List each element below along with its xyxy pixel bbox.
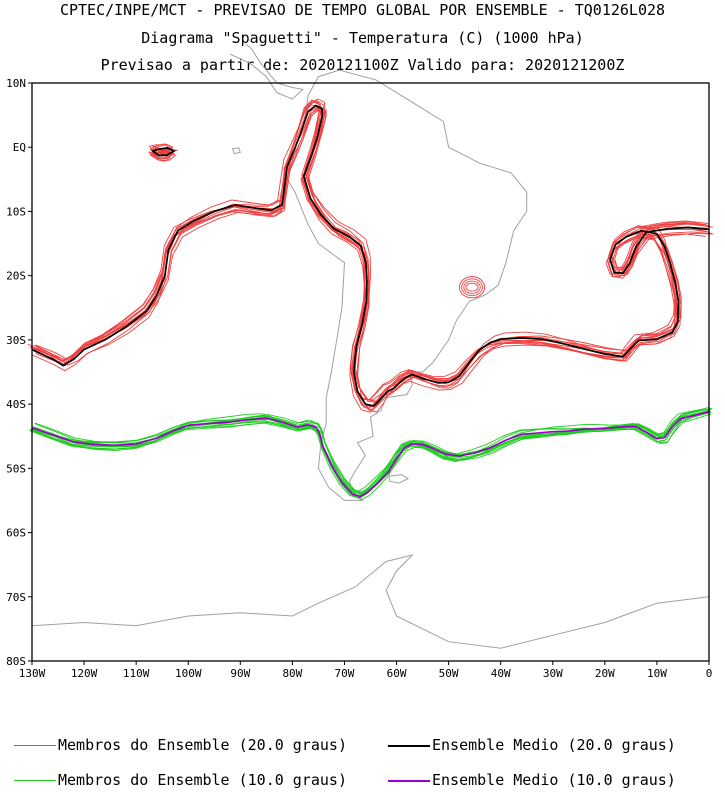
chart-subtitle: Diagrama "Spaguetti" - Temperatura (C) (… (141, 29, 584, 47)
legend-swatch-mean-10 (388, 780, 430, 782)
x-tick-label: 0 (706, 667, 713, 680)
chart-title: CPTEC/INPE/MCT - PREVISAO DE TEMPO GLOBA… (59, 1, 666, 19)
legend-members-20: Membros do Ensemble (20.0 graus) (58, 736, 347, 754)
member-line (34, 408, 713, 492)
member-contour-loop (458, 276, 486, 299)
y-tick-label: 10N (6, 77, 26, 90)
ensemble-means (31, 104, 710, 498)
x-tick-label: 30W (543, 667, 563, 680)
x-tick-label: 40W (491, 667, 511, 680)
south-america-coast (286, 69, 528, 501)
legend-swatch-members-20 (14, 745, 56, 746)
legend-swatch-mean-20 (388, 745, 430, 747)
x-tick-label: 20W (595, 667, 615, 680)
ensemble-mean-line (150, 147, 176, 157)
member-line (34, 408, 706, 493)
x-tick-label: 120W (71, 667, 98, 680)
y-tick-label: 40S (6, 398, 26, 411)
central-america-coast (229, 44, 304, 100)
ensemble-mean-line (31, 104, 710, 407)
legend-mean-10: Ensemble Medio (10.0 graus) (432, 771, 676, 789)
x-tick-label: 100W (175, 667, 202, 680)
y-tick-label: 30S (6, 334, 26, 347)
member-line (35, 410, 708, 496)
member-line (150, 150, 174, 160)
member-line (27, 104, 706, 409)
legend-mean-20: Ensemble Medio (20.0 graus) (432, 736, 676, 754)
legend-members-10: Membros do Ensemble (10.0 graus) (58, 771, 347, 789)
x-tick-label: 90W (230, 667, 250, 680)
galapagos-islands (231, 147, 241, 155)
y-tick-label: 80S (6, 655, 26, 668)
member-line (29, 408, 711, 494)
forecast-times: Previsao a partir de: 2020121100Z Valido… (100, 56, 625, 74)
y-tick-label: 10S (6, 205, 26, 218)
x-tick-label: 110W (123, 667, 150, 680)
legend-swatch-members-10 (14, 780, 56, 781)
y-tick-label: 50S (6, 462, 26, 475)
falkland-islands (388, 474, 410, 484)
x-tick-label: 130W (19, 667, 46, 680)
coastline (31, 44, 710, 649)
x-tick-label: 60W (387, 667, 407, 680)
x-tick-label: 80W (282, 667, 302, 680)
y-tick-label: EQ (13, 141, 26, 154)
map-frame: 130W 120W 110W 100W 90W 80W 70W 60W 50W 40W 30W 20W… (6, 77, 712, 680)
member-line (30, 101, 712, 407)
antarctica-coast (31, 554, 710, 649)
member-contour-loop (465, 282, 479, 292)
ensemble-members (27, 98, 714, 501)
y-tick-label: 70S (6, 591, 26, 604)
plot-frame (31, 82, 710, 662)
member-contour-loop (461, 278, 483, 297)
y-tick-label: 20S (6, 270, 26, 283)
x-tick-label: 70W (335, 667, 355, 680)
ensemble-mean-line (31, 411, 710, 498)
x-tick-label: 10W (647, 667, 667, 680)
member-contour-loop (463, 280, 481, 294)
y-tick-label: 60S (6, 527, 26, 540)
x-tick-label: 50W (439, 667, 459, 680)
member-line (30, 411, 711, 496)
member-line (33, 109, 707, 402)
